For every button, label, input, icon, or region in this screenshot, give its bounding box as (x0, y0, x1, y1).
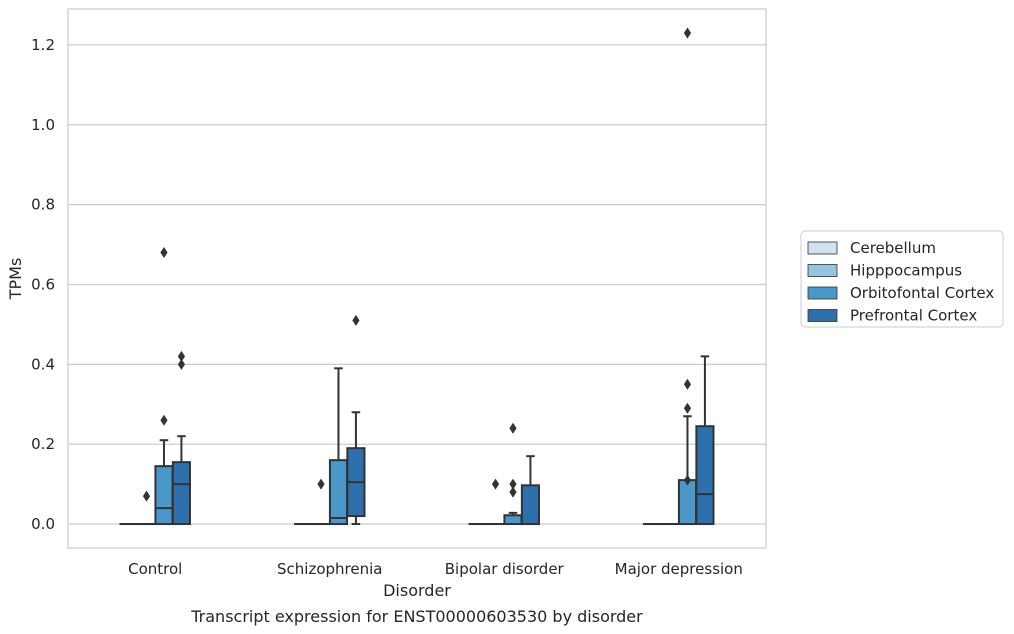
box-series-group (119, 27, 715, 526)
x-tick-label: Major depression (615, 560, 743, 578)
outlier-point (352, 314, 360, 326)
x-tick-label: Bipolar disorder (445, 560, 565, 578)
box-body (154, 465, 174, 526)
box-body (503, 514, 523, 526)
outlier-point (317, 478, 325, 490)
outlier-point (160, 247, 168, 259)
x-tick-label: Control (128, 560, 182, 578)
y-tick-label: 0.2 (31, 435, 55, 453)
box-group (695, 355, 715, 526)
y-tick-label: 1.2 (31, 36, 55, 54)
y-tick-label: 1.0 (31, 116, 55, 134)
outlier-point (509, 422, 517, 434)
legend-label: Hipppocampus (850, 262, 962, 280)
box-group (154, 247, 174, 526)
y-tick-label: 0.0 (31, 515, 55, 533)
legend-swatch (807, 241, 838, 255)
y-tick-label: 0.6 (31, 275, 55, 293)
box-body (677, 479, 698, 526)
outlier-point (177, 358, 186, 370)
box-group (520, 455, 540, 526)
y-tick-label: 0.8 (31, 196, 55, 214)
x-axis-tick-labels: Control Schizophrenia Bipolar disorder Majo… (128, 560, 743, 578)
box-body (520, 484, 540, 526)
legend-swatch (807, 264, 838, 277)
box-group (677, 27, 698, 526)
plot-area-frame (67, 8, 767, 549)
y-tick-label: 0.4 (31, 355, 55, 373)
x-axis-title: Disorder (383, 581, 451, 600)
outlier-point (683, 378, 692, 390)
y-axis-tick-labels: 0.0 0.2 0.4 0.6 0.8 1.0 1.2 (31, 36, 55, 533)
chart-caption: Transcript expression for ENST0000060353… (190, 607, 643, 626)
outlier-point (160, 414, 168, 426)
outlier-point (683, 402, 692, 414)
outlier-point (509, 478, 517, 490)
legend-swatch (807, 286, 838, 300)
legend-swatch (807, 309, 838, 322)
outlier-point (142, 490, 151, 502)
outlier-point (509, 486, 517, 498)
outlier-point (683, 474, 692, 486)
legend: Cerebellum Hipppocampus Orbitofontal Corte… (800, 230, 1004, 328)
legend-label: Orbitofontal Cortex (850, 284, 994, 302)
box-body (695, 425, 715, 526)
box-group (503, 422, 523, 526)
y-axis-title: TPMs (6, 258, 25, 301)
x-tick-label: Schizophrenia (277, 560, 382, 578)
outlier-point (683, 27, 692, 39)
legend-frame (800, 230, 1004, 328)
outlier-point (177, 350, 186, 362)
legend-label: Cerebellum (850, 239, 936, 257)
box-body (171, 461, 191, 526)
box-body (328, 459, 349, 526)
outlier-point (491, 478, 500, 490)
box-group (171, 350, 191, 526)
box-group (346, 314, 366, 526)
legend-label: Prefrontal Cortex (850, 307, 977, 325)
